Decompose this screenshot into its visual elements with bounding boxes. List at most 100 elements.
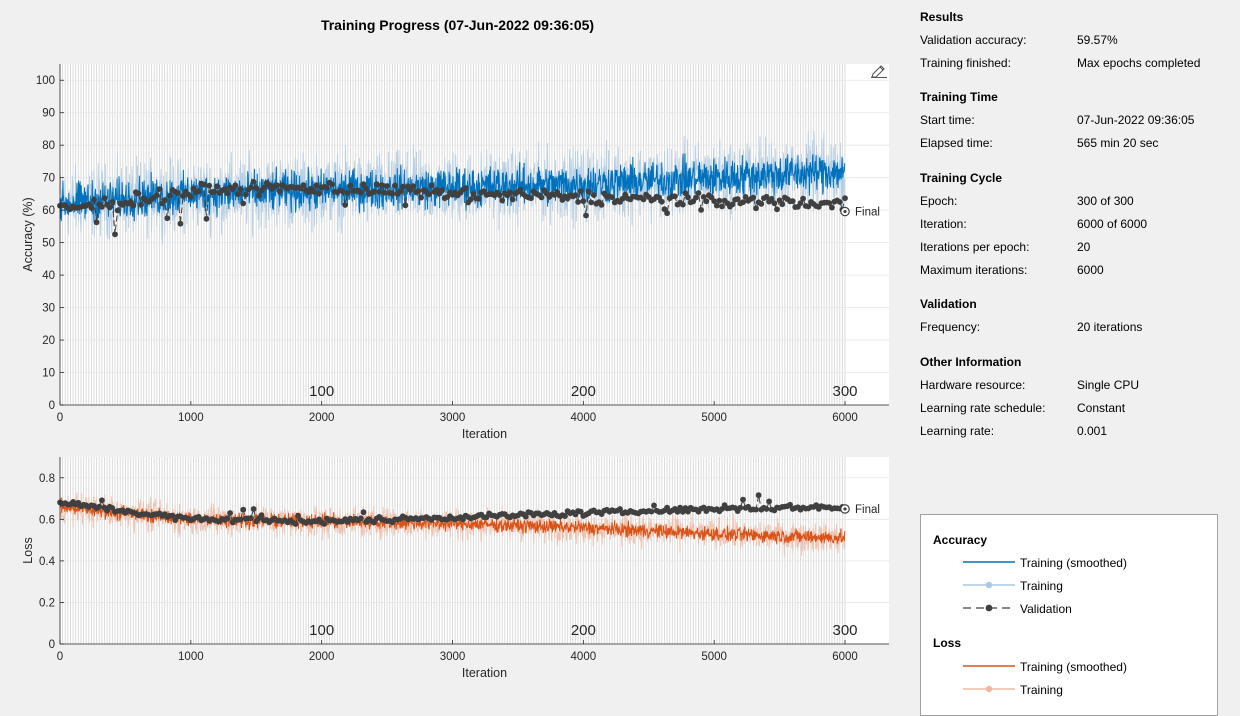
epoch-gridlines <box>62 457 846 644</box>
validation-point <box>588 199 595 206</box>
y-tick-label: 0 <box>49 639 55 651</box>
validation-point <box>674 508 681 515</box>
y-tick-label: 40 <box>42 270 55 282</box>
validation-point <box>509 196 516 203</box>
validation-point <box>242 191 249 198</box>
validation-point <box>522 513 529 520</box>
plot-area <box>60 457 889 644</box>
validation-point <box>698 207 704 213</box>
validation-point <box>358 189 364 196</box>
validation-point <box>360 509 367 516</box>
y-tick-label: 10 <box>42 368 55 380</box>
validation-point <box>763 506 770 512</box>
legend-accuracy-smoothed-swatch <box>963 561 1015 563</box>
info-value: 07-Jun-2022 09:36:05 <box>1077 113 1195 127</box>
info-value: 6000 <box>1077 263 1104 277</box>
info-value: 20 iterations <box>1077 320 1143 334</box>
validation-point <box>224 515 231 522</box>
validation-point <box>161 197 168 204</box>
x-tick-label: 5000 <box>701 412 727 424</box>
validation-point <box>177 220 184 227</box>
final-label: Final <box>855 504 880 516</box>
validation-point <box>842 195 848 202</box>
validation-point <box>130 202 137 209</box>
validation-point <box>389 190 396 197</box>
validation-point <box>426 191 432 198</box>
validation-point <box>658 198 665 205</box>
y-tick-label: 0 <box>49 400 55 412</box>
validation-point <box>753 205 759 212</box>
validation-point <box>562 513 568 519</box>
validation-point <box>250 506 257 512</box>
validation-point <box>797 200 804 207</box>
legend: Accuracy Training (smoothed) Training Va… <box>920 514 1218 716</box>
validation-point <box>695 190 702 196</box>
validation-point <box>766 498 772 505</box>
validation-point <box>685 194 691 201</box>
epoch-label: 100 <box>309 622 334 639</box>
info-label: Hardware resource: <box>920 378 1026 392</box>
epoch-label: 100 <box>309 383 334 400</box>
validation-point <box>211 188 218 195</box>
section-results-heading: Results <box>920 10 964 24</box>
validation-point <box>321 521 328 527</box>
info-label: Learning rate: <box>920 424 995 438</box>
export-pen-icon[interactable] <box>870 62 888 78</box>
info-label: Elapsed time: <box>920 136 993 150</box>
info-label: Validation accuracy: <box>920 33 1027 47</box>
validation-point <box>203 215 210 222</box>
validation-point <box>470 191 477 198</box>
validation-point <box>300 182 307 189</box>
validation-point <box>329 181 335 188</box>
validation-point <box>598 201 605 208</box>
info-label: Start time: <box>920 113 975 127</box>
validation-point <box>250 179 257 185</box>
validation-point <box>528 195 534 202</box>
validation-point <box>381 189 388 196</box>
validation-point <box>138 201 145 208</box>
y-tick-label: 90 <box>42 108 55 120</box>
validation-point <box>371 188 377 195</box>
x-tick-label: 1000 <box>178 651 204 663</box>
y-tick-label: 60 <box>42 205 55 217</box>
legend-label: Training (smoothed) <box>1020 556 1127 570</box>
validation-point <box>679 201 686 208</box>
validation-point <box>392 182 398 189</box>
validation-point <box>397 188 404 195</box>
x-tick-label: 4000 <box>571 651 597 663</box>
validation-point <box>235 191 241 198</box>
validation-point <box>800 195 806 202</box>
validation-point <box>572 192 579 199</box>
final-validation-dot <box>843 209 847 214</box>
validation-point <box>538 194 545 201</box>
validation-point <box>640 196 647 203</box>
validation-point <box>201 181 207 188</box>
validation-point <box>651 502 657 509</box>
legend-label: Validation <box>1020 602 1072 616</box>
validation-point <box>384 183 390 189</box>
validation-point <box>556 192 563 199</box>
validation-point <box>248 515 254 521</box>
y-tick-label: 0.8 <box>39 473 55 485</box>
epoch-label: 200 <box>571 383 596 400</box>
validation-point <box>295 512 301 519</box>
validation-point <box>826 200 833 206</box>
validation-point <box>339 188 346 195</box>
info-label: Maximum iterations: <box>920 263 1028 277</box>
validation-point <box>575 199 581 205</box>
info-value: 6000 of 6000 <box>1077 217 1148 231</box>
validation-point <box>415 188 422 194</box>
validation-point <box>221 186 228 193</box>
epoch-label: 300 <box>832 383 857 400</box>
plot-area <box>60 64 889 405</box>
validation-point <box>112 231 118 238</box>
validation-point <box>253 185 260 192</box>
validation-point <box>164 215 171 222</box>
validation-point <box>496 192 503 199</box>
legend-loss-heading: Loss <box>933 636 962 650</box>
validation-point <box>507 189 513 196</box>
validation-point <box>585 188 592 195</box>
validation-point <box>763 193 770 200</box>
validation-point <box>787 501 793 508</box>
validation-point <box>418 194 424 201</box>
